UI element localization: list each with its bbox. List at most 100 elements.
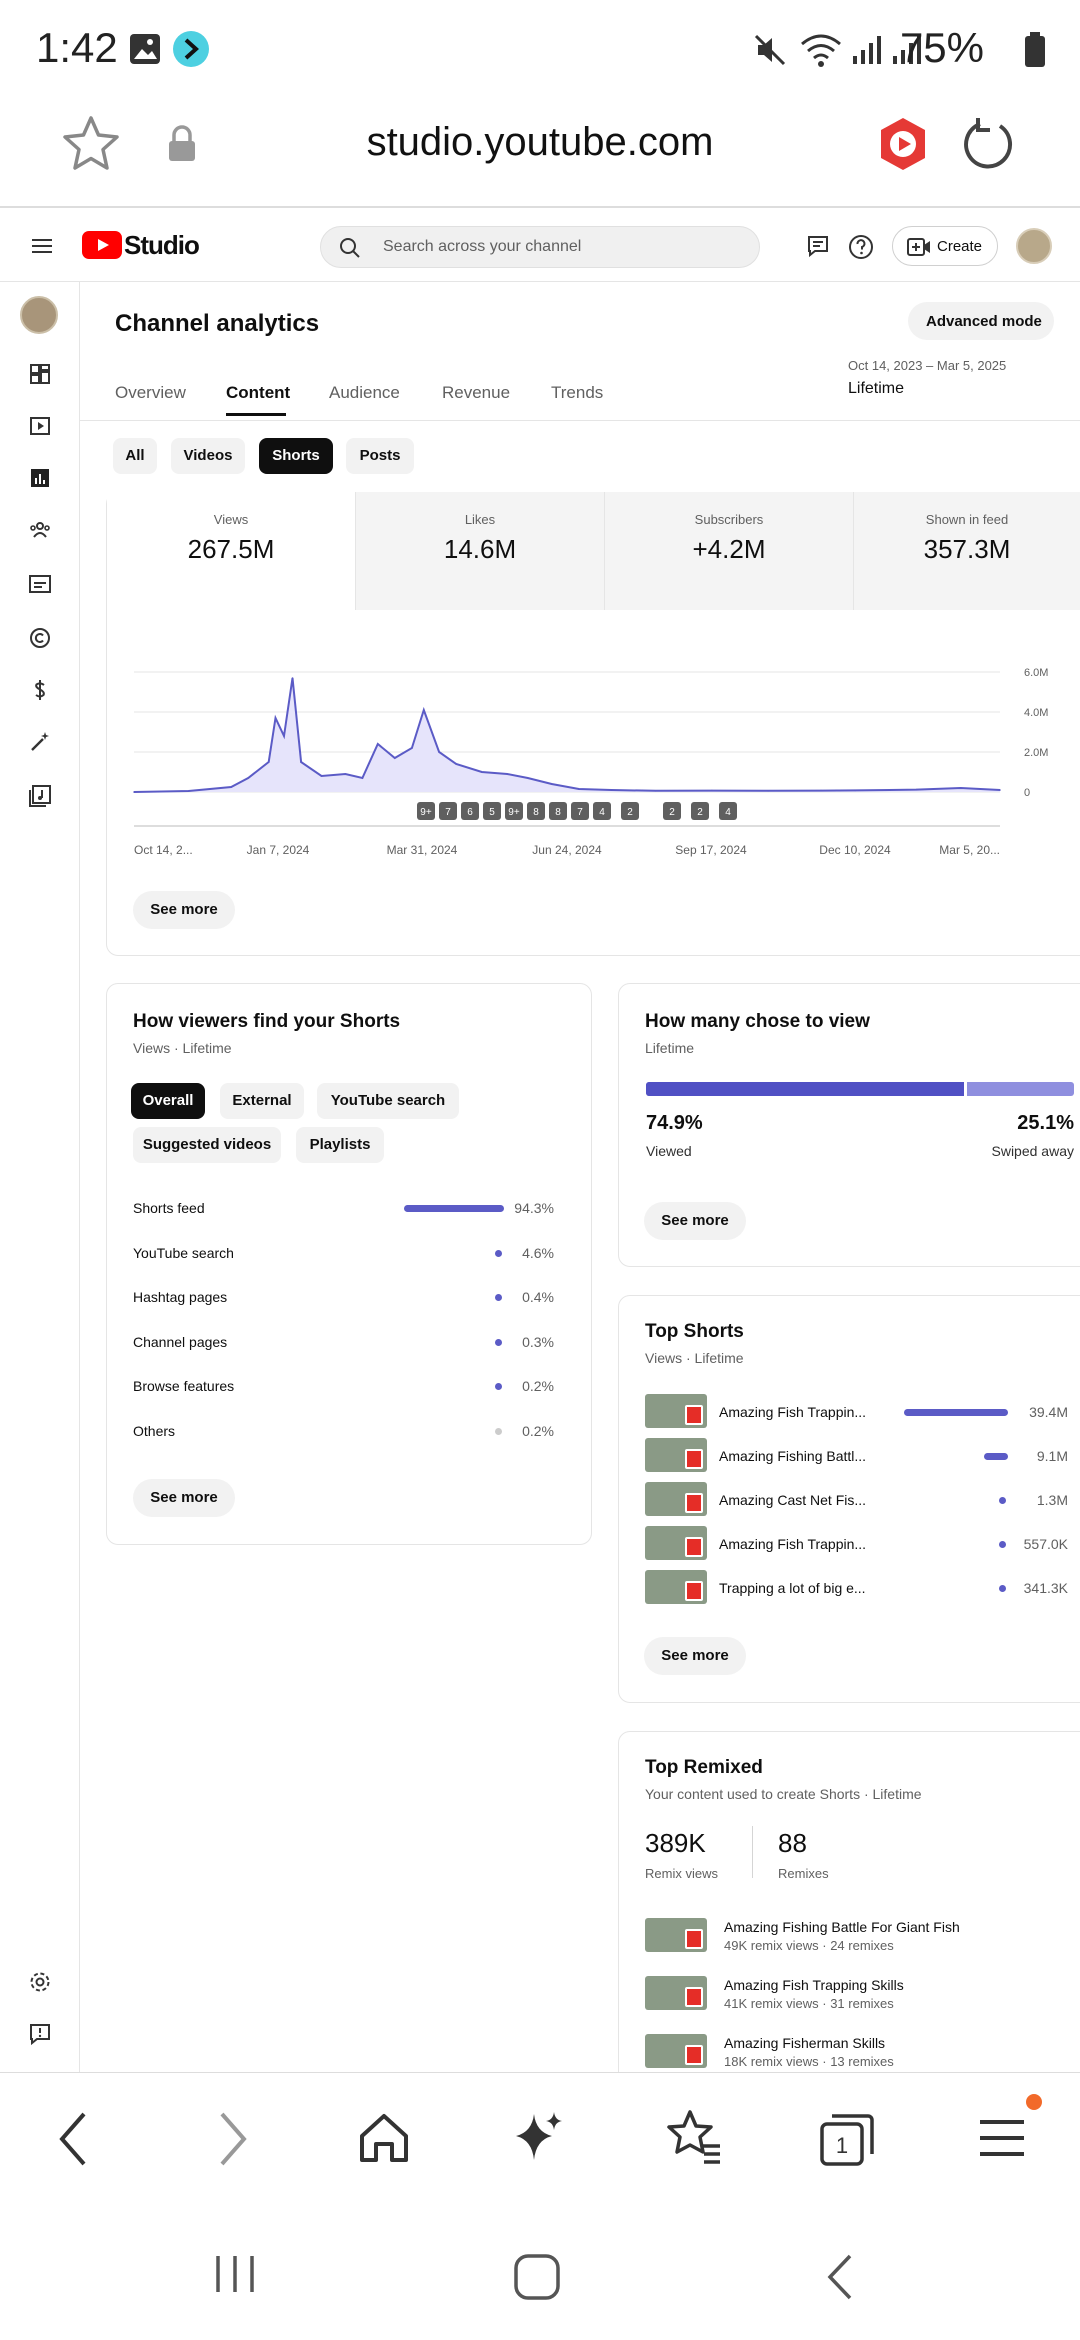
metric-subscribers[interactable]: Subscribers +4.2M: [604, 492, 853, 610]
event-marker[interactable]: [439, 802, 457, 820]
metric-likes[interactable]: Likes 14.6M: [355, 492, 604, 610]
chip-posts[interactable]: Posts: [346, 438, 414, 474]
home-icon[interactable]: [356, 2110, 412, 2166]
event-marker[interactable]: [571, 802, 589, 820]
data-point: [959, 787, 962, 789]
settings-gear-icon[interactable]: [28, 1970, 52, 1994]
analytics-icon[interactable]: [28, 466, 52, 490]
customization-wand-icon[interactable]: [28, 730, 52, 754]
views-line[interactable]: [133, 677, 1001, 793]
remixed-title[interactable]: Amazing Fish Trapping Skills: [724, 1977, 904, 1993]
system-home-icon[interactable]: [512, 2252, 562, 2302]
data-point: [320, 775, 323, 777]
short-title[interactable]: Amazing Fish Trappin...: [719, 1536, 867, 1552]
top-remixed-title: Top Remixed: [645, 1757, 763, 1778]
metric-label: Subscribers: [694, 512, 764, 527]
url-bar[interactable]: studio.youtube.com: [366, 120, 714, 164]
date-range-label[interactable]: Lifetime: [848, 380, 905, 397]
copyright-icon[interactable]: [28, 626, 52, 650]
chip-suggested-videos[interactable]: Suggested videos: [133, 1127, 281, 1163]
ai-sparkle-icon[interactable]: [512, 2108, 566, 2166]
metric-views[interactable]: Views 267.5M: [107, 492, 355, 610]
chose-see-more-button[interactable]: See more: [644, 1202, 746, 1240]
lock-icon[interactable]: [166, 124, 198, 164]
event-marker[interactable]: [417, 802, 435, 820]
tab-overview[interactable]: Overview: [115, 383, 186, 402]
swiped-percent: 25.1%: [1017, 1112, 1074, 1134]
tab-audience[interactable]: Audience: [329, 383, 400, 402]
reload-icon[interactable]: [960, 116, 1016, 172]
short-title[interactable]: Trapping a lot of big e...: [719, 1580, 866, 1596]
date-range[interactable]: Oct 14, 2023 – Mar 5, 2025: [848, 358, 1007, 373]
tab-content[interactable]: Content: [226, 383, 291, 402]
event-marker[interactable]: [461, 802, 479, 820]
short-title[interactable]: Amazing Fishing Battl...: [719, 1448, 867, 1464]
remixed-title[interactable]: Amazing Fisherman Skills: [724, 2035, 886, 2051]
advanced-mode-button[interactable]: Advanced mode: [908, 302, 1054, 340]
chip-youtube-search[interactable]: YouTube search: [317, 1083, 459, 1119]
chip-videos[interactable]: Videos: [171, 438, 245, 474]
data-point: [767, 790, 769, 792]
feedback-comments-icon[interactable]: [806, 234, 830, 258]
top-shorts-see-more-button[interactable]: See more: [644, 1637, 746, 1675]
account-avatar[interactable]: [1016, 228, 1052, 264]
event-marker[interactable]: [505, 802, 523, 820]
browser-menu-icon[interactable]: [976, 2112, 1028, 2164]
create-button[interactable]: Create: [892, 226, 998, 266]
remixed-title[interactable]: Amazing Fishing Battle For Giant Fish: [724, 1919, 960, 1935]
chip-all[interactable]: All: [113, 438, 157, 474]
event-marker[interactable]: [483, 802, 501, 820]
chart-see-more-button[interactable]: See more: [133, 891, 235, 929]
tabs-divider: [80, 420, 1080, 421]
tab-revenue[interactable]: Revenue: [442, 383, 511, 402]
youtube-studio-extension-icon[interactable]: [878, 116, 928, 172]
remixed-thumbnail[interactable]: [645, 2034, 707, 2068]
chip-external[interactable]: External: [220, 1083, 304, 1119]
event-marker[interactable]: [691, 802, 709, 820]
community-icon[interactable]: [28, 518, 52, 542]
event-marker[interactable]: [663, 802, 681, 820]
short-thumbnail[interactable]: [645, 1394, 707, 1428]
channel-avatar[interactable]: [20, 296, 58, 334]
tab-trends[interactable]: Trends: [551, 383, 604, 402]
viewed-vs-swiped-bar[interactable]: [646, 1082, 1074, 1096]
dashboard-icon[interactable]: [28, 362, 52, 386]
tabs-count-icon[interactable]: 1: [818, 2110, 876, 2168]
views-line-chart[interactable]: 6.0M 4.0M 2.0M 0 9+ 7 6 5 9+ 8 8 7 4 2 2 2 4 Oct 14, 2...…: [120, 650, 1080, 860]
audio-library-icon[interactable]: [28, 784, 52, 808]
bookmarks-star-list-icon[interactable]: [664, 2108, 724, 2166]
remixed-thumbnail[interactable]: [645, 1976, 707, 2010]
event-marker[interactable]: [621, 802, 639, 820]
earn-dollar-icon[interactable]: [28, 678, 52, 702]
short-title[interactable]: Amazing Cast Net Fis...: [719, 1492, 867, 1508]
chip-overall[interactable]: Overall: [131, 1083, 205, 1119]
traffic-see-more-button[interactable]: See more: [133, 1479, 235, 1517]
chip-playlists[interactable]: Playlists: [296, 1127, 384, 1163]
short-thumbnail[interactable]: [645, 1526, 707, 1560]
subtitles-icon[interactable]: [28, 572, 52, 596]
youtube-logo-icon[interactable]: [82, 231, 122, 259]
short-title[interactable]: Amazing Fish Trappin...: [719, 1404, 867, 1420]
short-thumbnail[interactable]: [645, 1570, 707, 1604]
back-arrow-icon[interactable]: [52, 2110, 96, 2168]
metric-shown-in-feed[interactable]: Shown in feed 357.3M: [853, 492, 1080, 610]
event-marker[interactable]: [719, 802, 737, 820]
event-marker[interactable]: [593, 802, 611, 820]
chip-shorts[interactable]: Shorts: [259, 438, 333, 474]
studio-logo-text[interactable]: Studio: [124, 230, 200, 260]
help-icon[interactable]: [848, 234, 874, 260]
remixed-thumbnail[interactable]: [645, 1918, 707, 1952]
bookmark-star-icon[interactable]: [60, 114, 122, 174]
system-back-icon[interactable]: [822, 2252, 856, 2302]
remix-views-value: 389K: [645, 1828, 706, 1858]
forward-arrow-icon[interactable]: [210, 2110, 254, 2168]
content-icon[interactable]: [28, 414, 52, 438]
short-thumbnail[interactable]: [645, 1482, 707, 1516]
short-thumbnail[interactable]: [645, 1438, 707, 1472]
channel-search-input[interactable]: Search across your channel: [320, 226, 760, 268]
recent-apps-icon[interactable]: [212, 2252, 258, 2296]
send-feedback-icon[interactable]: [28, 2022, 52, 2046]
menu-hamburger-icon[interactable]: [30, 236, 54, 256]
event-marker[interactable]: [527, 802, 545, 820]
event-marker[interactable]: [549, 802, 567, 820]
